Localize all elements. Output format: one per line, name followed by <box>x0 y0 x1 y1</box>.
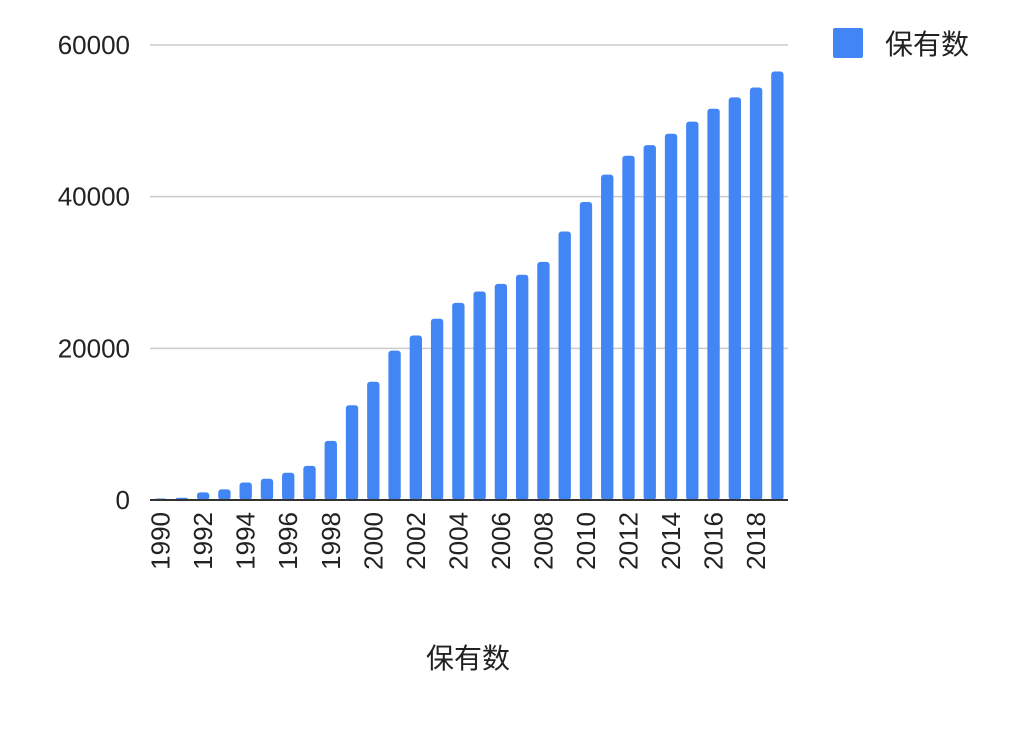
bar <box>494 283 508 500</box>
x-tick-label: 1992 <box>188 512 218 570</box>
bar <box>558 231 571 501</box>
bar <box>707 108 720 500</box>
bar <box>303 465 316 500</box>
x-tick-label: 2006 <box>486 512 516 570</box>
bar <box>345 405 359 500</box>
bar <box>686 121 699 500</box>
y-tick-label: 60000 <box>58 30 130 60</box>
bar <box>643 145 656 500</box>
x-tick-label: 2016 <box>699 512 729 570</box>
x-tick-label: 1996 <box>273 512 303 570</box>
bar <box>749 87 763 500</box>
x-tick-label: 2018 <box>741 512 771 570</box>
bar <box>324 440 337 500</box>
bar <box>388 350 401 500</box>
x-tick-label: 2004 <box>443 512 473 570</box>
bar <box>218 489 231 500</box>
bar <box>728 97 742 500</box>
bar <box>664 133 678 500</box>
legend-swatch <box>833 28 863 58</box>
legend-label: 保有数 <box>885 28 969 61</box>
bar <box>282 472 295 500</box>
x-axis-ticks: 1990 1992 1994 1996 1998 2000 2002 2004 2006 2008… <box>146 512 771 570</box>
bar <box>367 381 380 500</box>
bar <box>515 274 529 500</box>
x-tick-label: 2014 <box>656 512 686 570</box>
y-axis-ticks: 0 20000 40000 60000 <box>58 30 130 515</box>
bar <box>473 291 486 500</box>
x-tick-label: 1990 <box>146 512 176 570</box>
y-tick-label: 20000 <box>58 333 130 363</box>
y-tick-label: 0 <box>116 485 130 515</box>
bar <box>409 335 423 500</box>
x-tick-label: 2008 <box>528 512 558 570</box>
bar <box>452 302 465 500</box>
bar <box>601 174 614 501</box>
x-tick-label: 2002 <box>401 512 431 570</box>
bar <box>239 482 252 500</box>
bar <box>537 261 550 500</box>
bars <box>154 71 784 501</box>
bar <box>579 201 593 500</box>
x-tick-label: 1998 <box>316 512 346 570</box>
gridlines <box>150 44 788 350</box>
x-tick-label: 2010 <box>571 512 601 570</box>
legend: 保有数 <box>833 28 969 61</box>
bar <box>622 155 635 500</box>
bar <box>260 478 274 500</box>
bar <box>196 492 210 500</box>
x-axis-title: 保有数 <box>426 642 510 675</box>
x-tick-label: 2012 <box>614 512 644 570</box>
bar <box>771 71 784 501</box>
bar <box>430 318 444 500</box>
x-tick-label: 2000 <box>358 512 388 570</box>
y-tick-label: 40000 <box>58 182 130 212</box>
x-tick-label: 1994 <box>231 512 261 570</box>
